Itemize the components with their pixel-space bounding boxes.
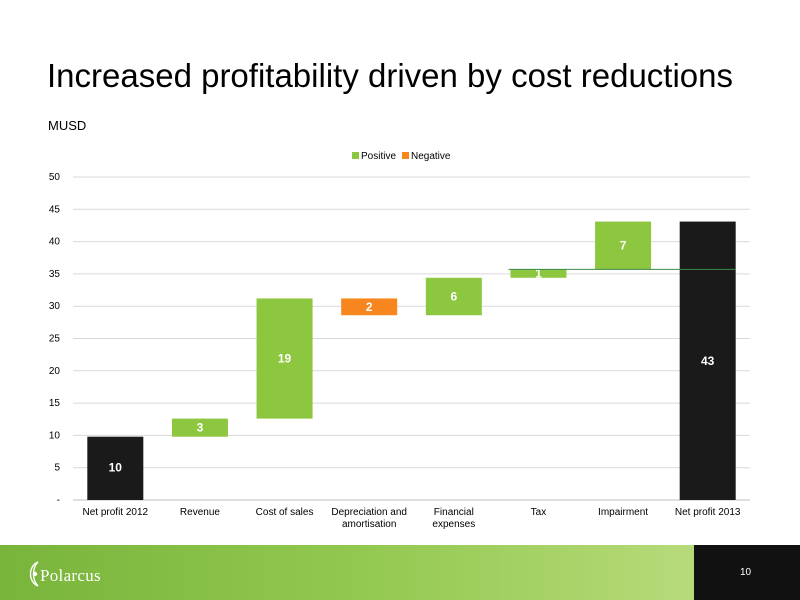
- bar-positive: [595, 221, 652, 270]
- logo-text: Polarcus: [40, 566, 101, 585]
- y-tick-label: 35: [49, 269, 61, 280]
- bar-value-label: 6: [450, 290, 457, 304]
- bar-negative: [341, 298, 398, 316]
- bar-value-label: 19: [278, 352, 292, 366]
- bar-value-label: 7: [620, 238, 627, 252]
- bar-value-label: 3: [197, 421, 204, 435]
- bar-total: [87, 436, 144, 500]
- y-tick-label: 40: [49, 237, 61, 248]
- x-category-label: Financial: [434, 507, 474, 518]
- bar-value-label: 43: [701, 354, 715, 368]
- bar-value-label: 10: [109, 461, 123, 475]
- y-tick-label: 30: [49, 301, 61, 312]
- legend-swatch: [352, 152, 359, 159]
- unit-label: MUSD: [48, 118, 87, 133]
- footer-bar: [0, 545, 800, 600]
- bar-value-label: 2: [366, 300, 373, 314]
- slide-title: Increased profitability driven by cost r…: [47, 57, 734, 94]
- x-category-label: Impairment: [598, 507, 648, 518]
- bar-positive: [510, 269, 567, 278]
- x-category-label: Cost of sales: [256, 507, 314, 518]
- legend-label: Negative: [411, 151, 451, 162]
- bar-positive: [171, 418, 228, 437]
- bar-value-label: 1: [535, 267, 542, 281]
- x-category-label: Tax: [531, 507, 547, 518]
- y-tick-label: 20: [49, 366, 61, 377]
- y-tick-label: 10: [49, 430, 61, 441]
- bar-total: [679, 221, 736, 500]
- y-tick-label: 50: [49, 172, 61, 183]
- polarcus-logo-icon: [29, 561, 39, 587]
- legend-label: Positive: [361, 151, 396, 162]
- bar-positive: [425, 277, 482, 316]
- y-tick-label: 25: [49, 334, 61, 345]
- bar-positive: [256, 298, 313, 419]
- x-category-label: amortisation: [342, 519, 396, 530]
- legend-swatch: [402, 152, 409, 159]
- footer-page-panel: [694, 545, 800, 600]
- waterfall-chart: - 5 10 15 20 25 30 35 40 45 50 10 3 19 2 6 1 7 43 Net profi…: [49, 151, 750, 530]
- page-number: 10: [740, 567, 752, 578]
- y-tick-label: 15: [49, 398, 61, 409]
- x-category-label: Net profit 2013: [675, 507, 741, 518]
- y-tick-label: 5: [54, 463, 60, 474]
- x-category-label: expenses: [432, 519, 475, 530]
- x-category-label: Revenue: [180, 507, 220, 518]
- x-category-label: Depreciation and: [331, 507, 407, 518]
- y-tick-label: 45: [49, 204, 61, 215]
- y-tick-label: -: [57, 495, 60, 506]
- x-category-label: Net profit 2012: [83, 507, 149, 518]
